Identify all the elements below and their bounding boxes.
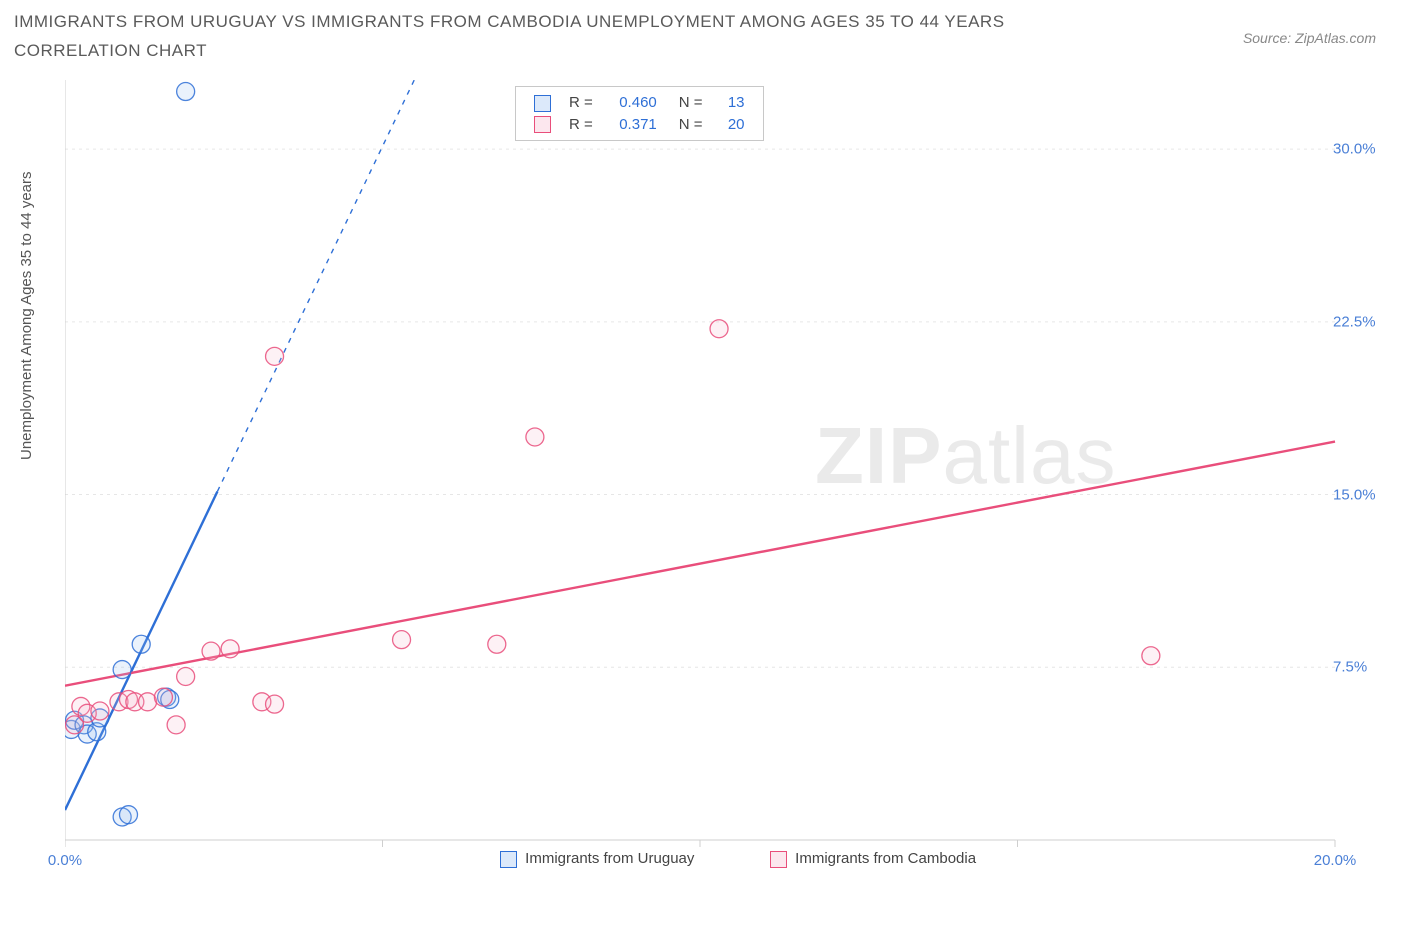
chart-area: ZIPatlas R =0.460N =13R =0.371N =20 Immi…	[65, 80, 1365, 870]
legend-item: Immigrants from Cambodia	[770, 850, 976, 868]
legend-item: Immigrants from Uruguay	[500, 850, 694, 868]
chart-title: IMMIGRANTS FROM URUGUAY VS IMMIGRANTS FR…	[14, 8, 1114, 66]
y-tick-label: 15.0%	[1333, 486, 1361, 503]
y-tick-label: 22.5%	[1333, 313, 1361, 330]
scatter-plot-svg	[65, 80, 1365, 870]
y-tick-label: 30.0%	[1333, 141, 1361, 158]
y-tick-label: 7.5%	[1333, 659, 1361, 676]
y-axis-label: Unemployment Among Ages 35 to 44 years	[18, 171, 35, 460]
x-tick-label: 0.0%	[48, 852, 82, 876]
source-attribution: Source: ZipAtlas.com	[1243, 30, 1376, 46]
correlation-legend: R =0.460N =13R =0.371N =20	[515, 86, 764, 141]
x-tick-label: 20.0%	[1314, 852, 1357, 876]
